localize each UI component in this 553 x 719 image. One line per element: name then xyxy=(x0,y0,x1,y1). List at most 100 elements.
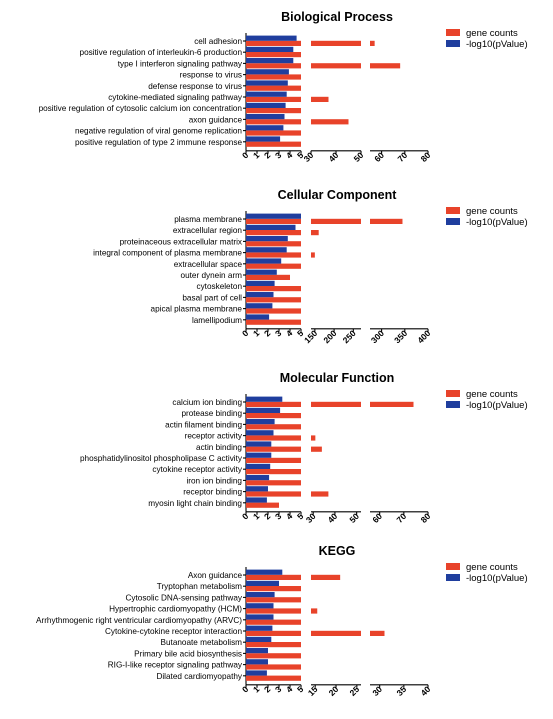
x-tick-label: 30 xyxy=(304,511,318,525)
bar-gene-counts xyxy=(246,141,301,147)
bar-log10-pvalue xyxy=(246,236,288,242)
panel-title: KEGG xyxy=(319,544,356,558)
panel-title: Cellular Component xyxy=(278,188,398,202)
category-label: receptor binding xyxy=(183,488,242,497)
bar-gene-counts xyxy=(246,469,301,475)
legend-swatch xyxy=(446,401,460,408)
bar-log10-pvalue xyxy=(246,580,279,586)
category-label: positive regulation of interleukin-6 pro… xyxy=(80,48,243,57)
category-label: receptor activity xyxy=(185,432,243,441)
bar-log10-pvalue xyxy=(246,46,294,52)
legend-swatch xyxy=(446,29,460,36)
bar-log10-pvalue xyxy=(246,648,268,654)
category-label: cell adhesion xyxy=(194,37,242,46)
bar-log10-pvalue xyxy=(246,58,294,64)
category-label: axon guidance xyxy=(189,115,243,124)
x-tick-label: 40 xyxy=(327,150,341,164)
x-tick-label: 1 xyxy=(251,328,262,339)
bar-gene-counts xyxy=(311,218,361,224)
bar-gene-counts xyxy=(311,40,361,46)
bar-log10-pvalue xyxy=(246,569,283,575)
category-label: lamellipodium xyxy=(192,316,242,325)
category-label: type I interferon signaling pathway xyxy=(118,59,243,68)
x-tick-label: 0 xyxy=(240,150,251,161)
bar-log10-pvalue xyxy=(246,269,277,275)
x-tick-label: 4 xyxy=(284,150,295,161)
x-tick-label: 300 xyxy=(369,328,386,345)
bar-log10-pvalue xyxy=(246,247,287,253)
bar-log10-pvalue xyxy=(246,136,281,142)
bar-gene-counts xyxy=(246,574,301,580)
bar-log10-pvalue xyxy=(246,430,274,436)
bar-gene-counts xyxy=(311,574,341,580)
bar-gene-counts xyxy=(311,96,329,102)
legend-label: -log10(pValue) xyxy=(466,39,528,50)
x-tick-label: 3 xyxy=(273,684,284,695)
x-tick-label: 3 xyxy=(273,511,284,522)
x-tick-label: 2 xyxy=(262,511,273,522)
bar-gene-counts xyxy=(246,308,301,314)
bar-gene-counts xyxy=(311,630,361,636)
category-label: integral component of plasma membrane xyxy=(93,249,242,258)
bar-gene-counts xyxy=(246,401,301,407)
x-tick-label: 80 xyxy=(419,150,433,164)
category-label: apical plasma membrane xyxy=(151,305,243,314)
x-tick-label: 0 xyxy=(240,328,251,339)
bar-gene-counts xyxy=(246,297,301,303)
bar-gene-counts xyxy=(246,586,301,592)
category-label: negative regulation of viral genome repl… xyxy=(75,127,242,136)
x-tick-label: 40 xyxy=(419,684,433,698)
bar-gene-counts xyxy=(246,286,301,292)
bar-log10-pvalue xyxy=(246,125,284,131)
x-tick-label: 80 xyxy=(419,511,433,525)
bar-gene-counts xyxy=(311,608,318,614)
x-tick-label: 35 xyxy=(394,684,408,698)
bar-log10-pvalue xyxy=(246,91,287,97)
legend-label: gene counts xyxy=(466,206,518,217)
bar-gene-counts xyxy=(246,252,301,258)
bar-gene-counts xyxy=(246,230,301,236)
category-label: Arrhythmogenic right ventricular cardiom… xyxy=(36,616,242,625)
bar-gene-counts xyxy=(311,401,361,407)
x-tick-label: 250 xyxy=(341,328,358,345)
x-tick-label: 60 xyxy=(372,150,386,164)
bar-gene-counts xyxy=(311,63,361,69)
category-label: extracellular region xyxy=(173,226,243,235)
x-tick-label: 4 xyxy=(284,511,295,522)
category-label: protease binding xyxy=(181,409,242,418)
category-label: cytokine-mediated signaling pathway xyxy=(108,93,243,102)
category-label: phosphatidylinositol phospholipase C act… xyxy=(80,454,243,463)
bar-gene-counts xyxy=(370,40,375,46)
legend-swatch xyxy=(446,390,460,397)
category-label: extracellular space xyxy=(174,260,243,269)
bar-gene-counts xyxy=(246,52,301,58)
legend: gene counts-log10(pValue) xyxy=(446,206,528,228)
bar-gene-counts xyxy=(246,457,301,463)
category-label: basal part of cell xyxy=(182,293,242,302)
legend: gene counts-log10(pValue) xyxy=(446,562,528,584)
bar-log10-pvalue xyxy=(246,614,274,620)
panel-biological-process: Biological Process cell adhesion positive … xyxy=(39,10,528,164)
bar-log10-pvalue xyxy=(246,114,285,120)
legend: gene counts-log10(pValue) xyxy=(446,28,528,50)
x-tick-label: 5 xyxy=(295,511,306,522)
bar-log10-pvalue xyxy=(246,69,289,75)
bar-gene-counts xyxy=(246,619,301,625)
x-tick-label: 50 xyxy=(352,150,366,164)
x-tick-label: 1 xyxy=(251,150,262,161)
bar-gene-counts xyxy=(246,274,290,280)
legend: gene counts-log10(pValue) xyxy=(446,389,528,411)
legend-label: gene counts xyxy=(466,562,518,573)
bar-gene-counts xyxy=(246,130,301,136)
x-tick-label: 20 xyxy=(327,684,341,698)
bar-log10-pvalue xyxy=(246,625,273,631)
x-tick-label: 30 xyxy=(370,684,384,698)
x-tick-label: 25 xyxy=(347,684,361,698)
bar-gene-counts xyxy=(246,85,301,91)
legend-label: gene counts xyxy=(466,28,518,39)
category-label: iron ion binding xyxy=(186,476,242,485)
x-tick-label: 0 xyxy=(240,511,251,522)
category-label: Tryptophan metabolism xyxy=(157,582,242,591)
bar-log10-pvalue xyxy=(246,224,296,230)
